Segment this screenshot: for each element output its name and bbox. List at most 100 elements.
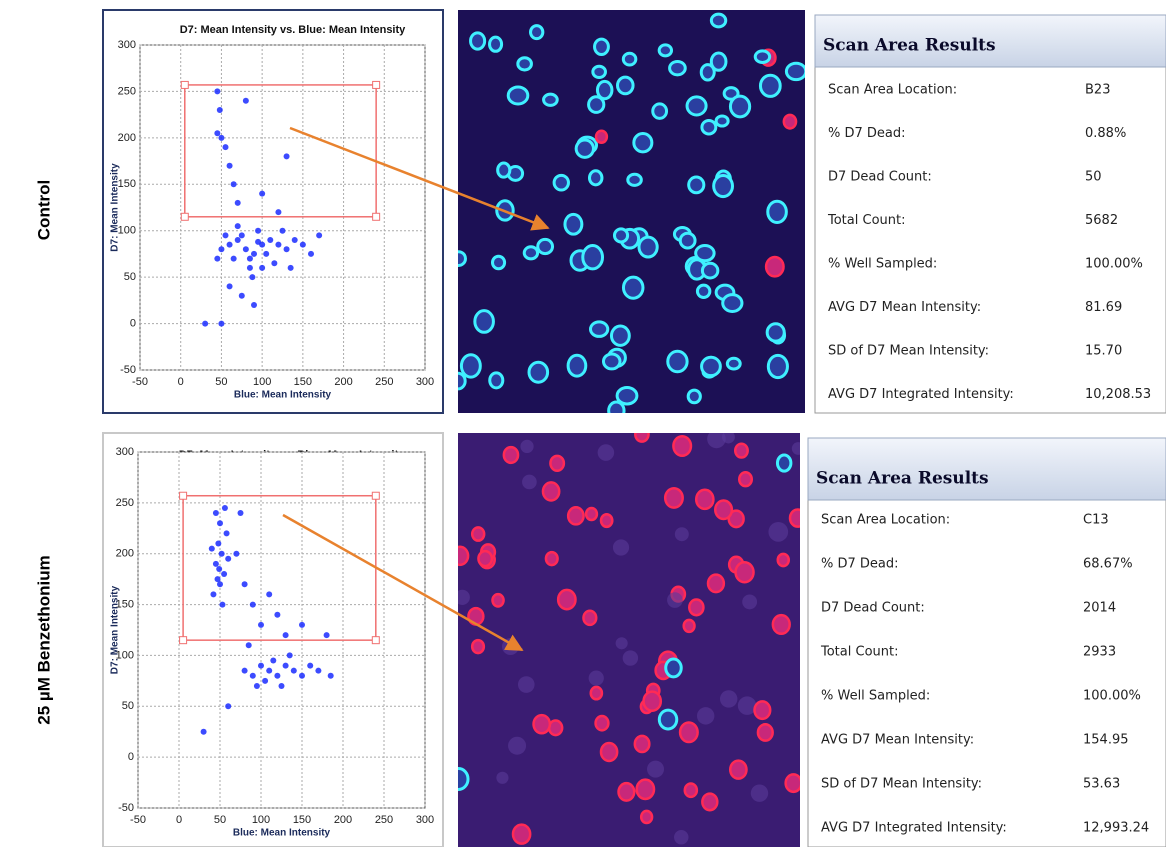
cell: [727, 358, 740, 369]
y-tick-label: -50: [118, 802, 134, 814]
cell: [617, 388, 637, 404]
cell: [702, 263, 717, 278]
gate-handle: [373, 213, 380, 220]
scatter-point: [263, 251, 269, 257]
cell: [543, 482, 559, 500]
cell: [730, 761, 746, 779]
cell: [522, 475, 537, 490]
cell: [680, 233, 695, 248]
plot-area: [140, 45, 425, 370]
scatter-point: [258, 663, 264, 669]
cell: [711, 14, 725, 27]
cell: [708, 575, 724, 593]
scatter-point: [266, 591, 272, 597]
scatter-point: [219, 602, 225, 608]
scatter-point: [300, 242, 306, 248]
scatter-point: [255, 228, 261, 234]
scatter-point: [235, 223, 241, 229]
result-label: % Well Sampled:: [828, 257, 937, 272]
cell: [716, 116, 728, 126]
cell: [471, 33, 485, 49]
result-value: 15.70: [1085, 344, 1122, 359]
y-tick-label: 250: [116, 497, 134, 509]
scatter-point: [227, 242, 233, 248]
scatter-point: [271, 260, 277, 266]
result-value: 68.67%: [1083, 557, 1133, 572]
cell: [653, 104, 667, 118]
cell: [461, 355, 480, 377]
scatter-point: [283, 663, 289, 669]
scatter-point: [250, 602, 256, 608]
scatter-point: [215, 576, 221, 582]
cell: [490, 37, 502, 51]
x-axis-label: Blue: Mean Intensity: [233, 828, 331, 839]
cell: [786, 63, 805, 79]
scatter-point: [239, 232, 245, 238]
x-tick-label: -50: [132, 376, 148, 388]
cell: [583, 611, 596, 625]
results-title: Scan Area Results: [816, 469, 989, 489]
cell: [531, 26, 543, 39]
scatter-point: [242, 581, 248, 587]
scatter-point: [214, 130, 220, 136]
cell: [558, 590, 575, 609]
result-label: AVG D7 Integrated Intensity:: [821, 821, 1007, 836]
scatter-point: [251, 251, 257, 257]
cell: [639, 237, 657, 257]
cell: [596, 131, 607, 143]
scatter-point: [250, 673, 256, 679]
cell: [768, 355, 787, 377]
cell: [611, 326, 629, 345]
x-tick-label: 100: [253, 376, 271, 388]
scatter-point: [284, 153, 290, 159]
cell: [544, 94, 558, 105]
scatter-point: [238, 510, 244, 516]
cell: [609, 402, 624, 419]
cell: [619, 783, 635, 800]
scatter-point: [284, 246, 290, 252]
x-tick-label: 50: [215, 376, 227, 388]
x-tick-label: 200: [334, 814, 352, 826]
cell: [689, 177, 704, 193]
scatter-point: [225, 703, 231, 709]
cell: [647, 761, 664, 778]
scatter-point: [275, 209, 281, 215]
cell: [529, 362, 548, 382]
cell: [673, 436, 691, 456]
scatter-point: [223, 144, 229, 150]
cell: [590, 322, 607, 337]
cell: [751, 784, 768, 801]
result-label: AVG D7 Mean Intensity:: [828, 300, 981, 315]
scatter-point: [283, 632, 289, 638]
cell: [668, 351, 687, 371]
cell: [518, 676, 535, 693]
x-tick-label: 0: [178, 376, 184, 388]
result-value: B23: [1085, 83, 1110, 98]
cell: [784, 115, 796, 129]
scatter-point: [218, 135, 224, 141]
cell: [767, 324, 784, 341]
cell: [635, 427, 648, 442]
cell: [472, 640, 484, 653]
cell: [659, 710, 676, 729]
cell: [742, 594, 757, 609]
cell: [754, 701, 770, 718]
cell: [768, 201, 787, 222]
y-tick-label: 200: [116, 548, 134, 560]
cell: [722, 431, 735, 444]
cell: [452, 547, 468, 565]
x-tick-label: 300: [416, 814, 434, 826]
cell: [702, 357, 721, 375]
cell: [616, 637, 628, 649]
cell: [455, 590, 470, 605]
scatter-point: [217, 520, 223, 526]
result-value: 2933: [1083, 645, 1116, 660]
cell: [720, 690, 737, 707]
scatter-point: [218, 246, 224, 252]
cell: [513, 825, 530, 844]
scatter-point: [231, 256, 237, 262]
result-label: SD of D7 Mean Intensity:: [821, 777, 982, 792]
cell: [601, 514, 612, 527]
scatter-point: [316, 232, 322, 238]
cell: [614, 229, 627, 242]
